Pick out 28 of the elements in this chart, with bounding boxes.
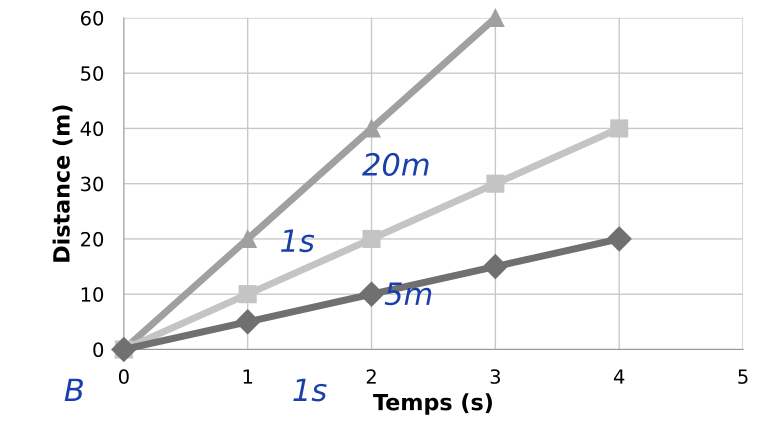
point (235, 309, 260, 334)
point (238, 285, 257, 304)
annotation: 20m (362, 152, 429, 176)
x-tick-label: 0 (118, 369, 129, 384)
point (359, 282, 384, 307)
y-axis-title: Distance (m) (52, 106, 72, 262)
y-tick-label: 40 (80, 121, 104, 136)
annotation: 1s (281, 230, 314, 252)
y-tick-label: 20 (81, 232, 104, 247)
x-tick-label: 1 (244, 369, 252, 384)
y-tick-label: 30 (81, 176, 104, 192)
text: 1s (293, 378, 327, 402)
y-tick-label: 0 (93, 342, 104, 358)
text: B (64, 378, 83, 401)
point (362, 230, 381, 248)
y-tick-label: 10 (82, 287, 104, 302)
x-axis-title: Temps (s) (373, 393, 492, 415)
x-tick-label: 5 (738, 369, 748, 384)
x-tick-label: 4 (614, 369, 624, 384)
point (486, 174, 504, 193)
point (606, 226, 632, 252)
annotation: 5m (384, 282, 432, 306)
y-tick-label: 50 (81, 66, 104, 81)
x-tick-label: 3 (490, 369, 500, 384)
point (482, 254, 508, 280)
y-tick-label: 60 (81, 10, 104, 26)
point (610, 119, 628, 138)
x-tick-label: 2 (366, 369, 376, 384)
